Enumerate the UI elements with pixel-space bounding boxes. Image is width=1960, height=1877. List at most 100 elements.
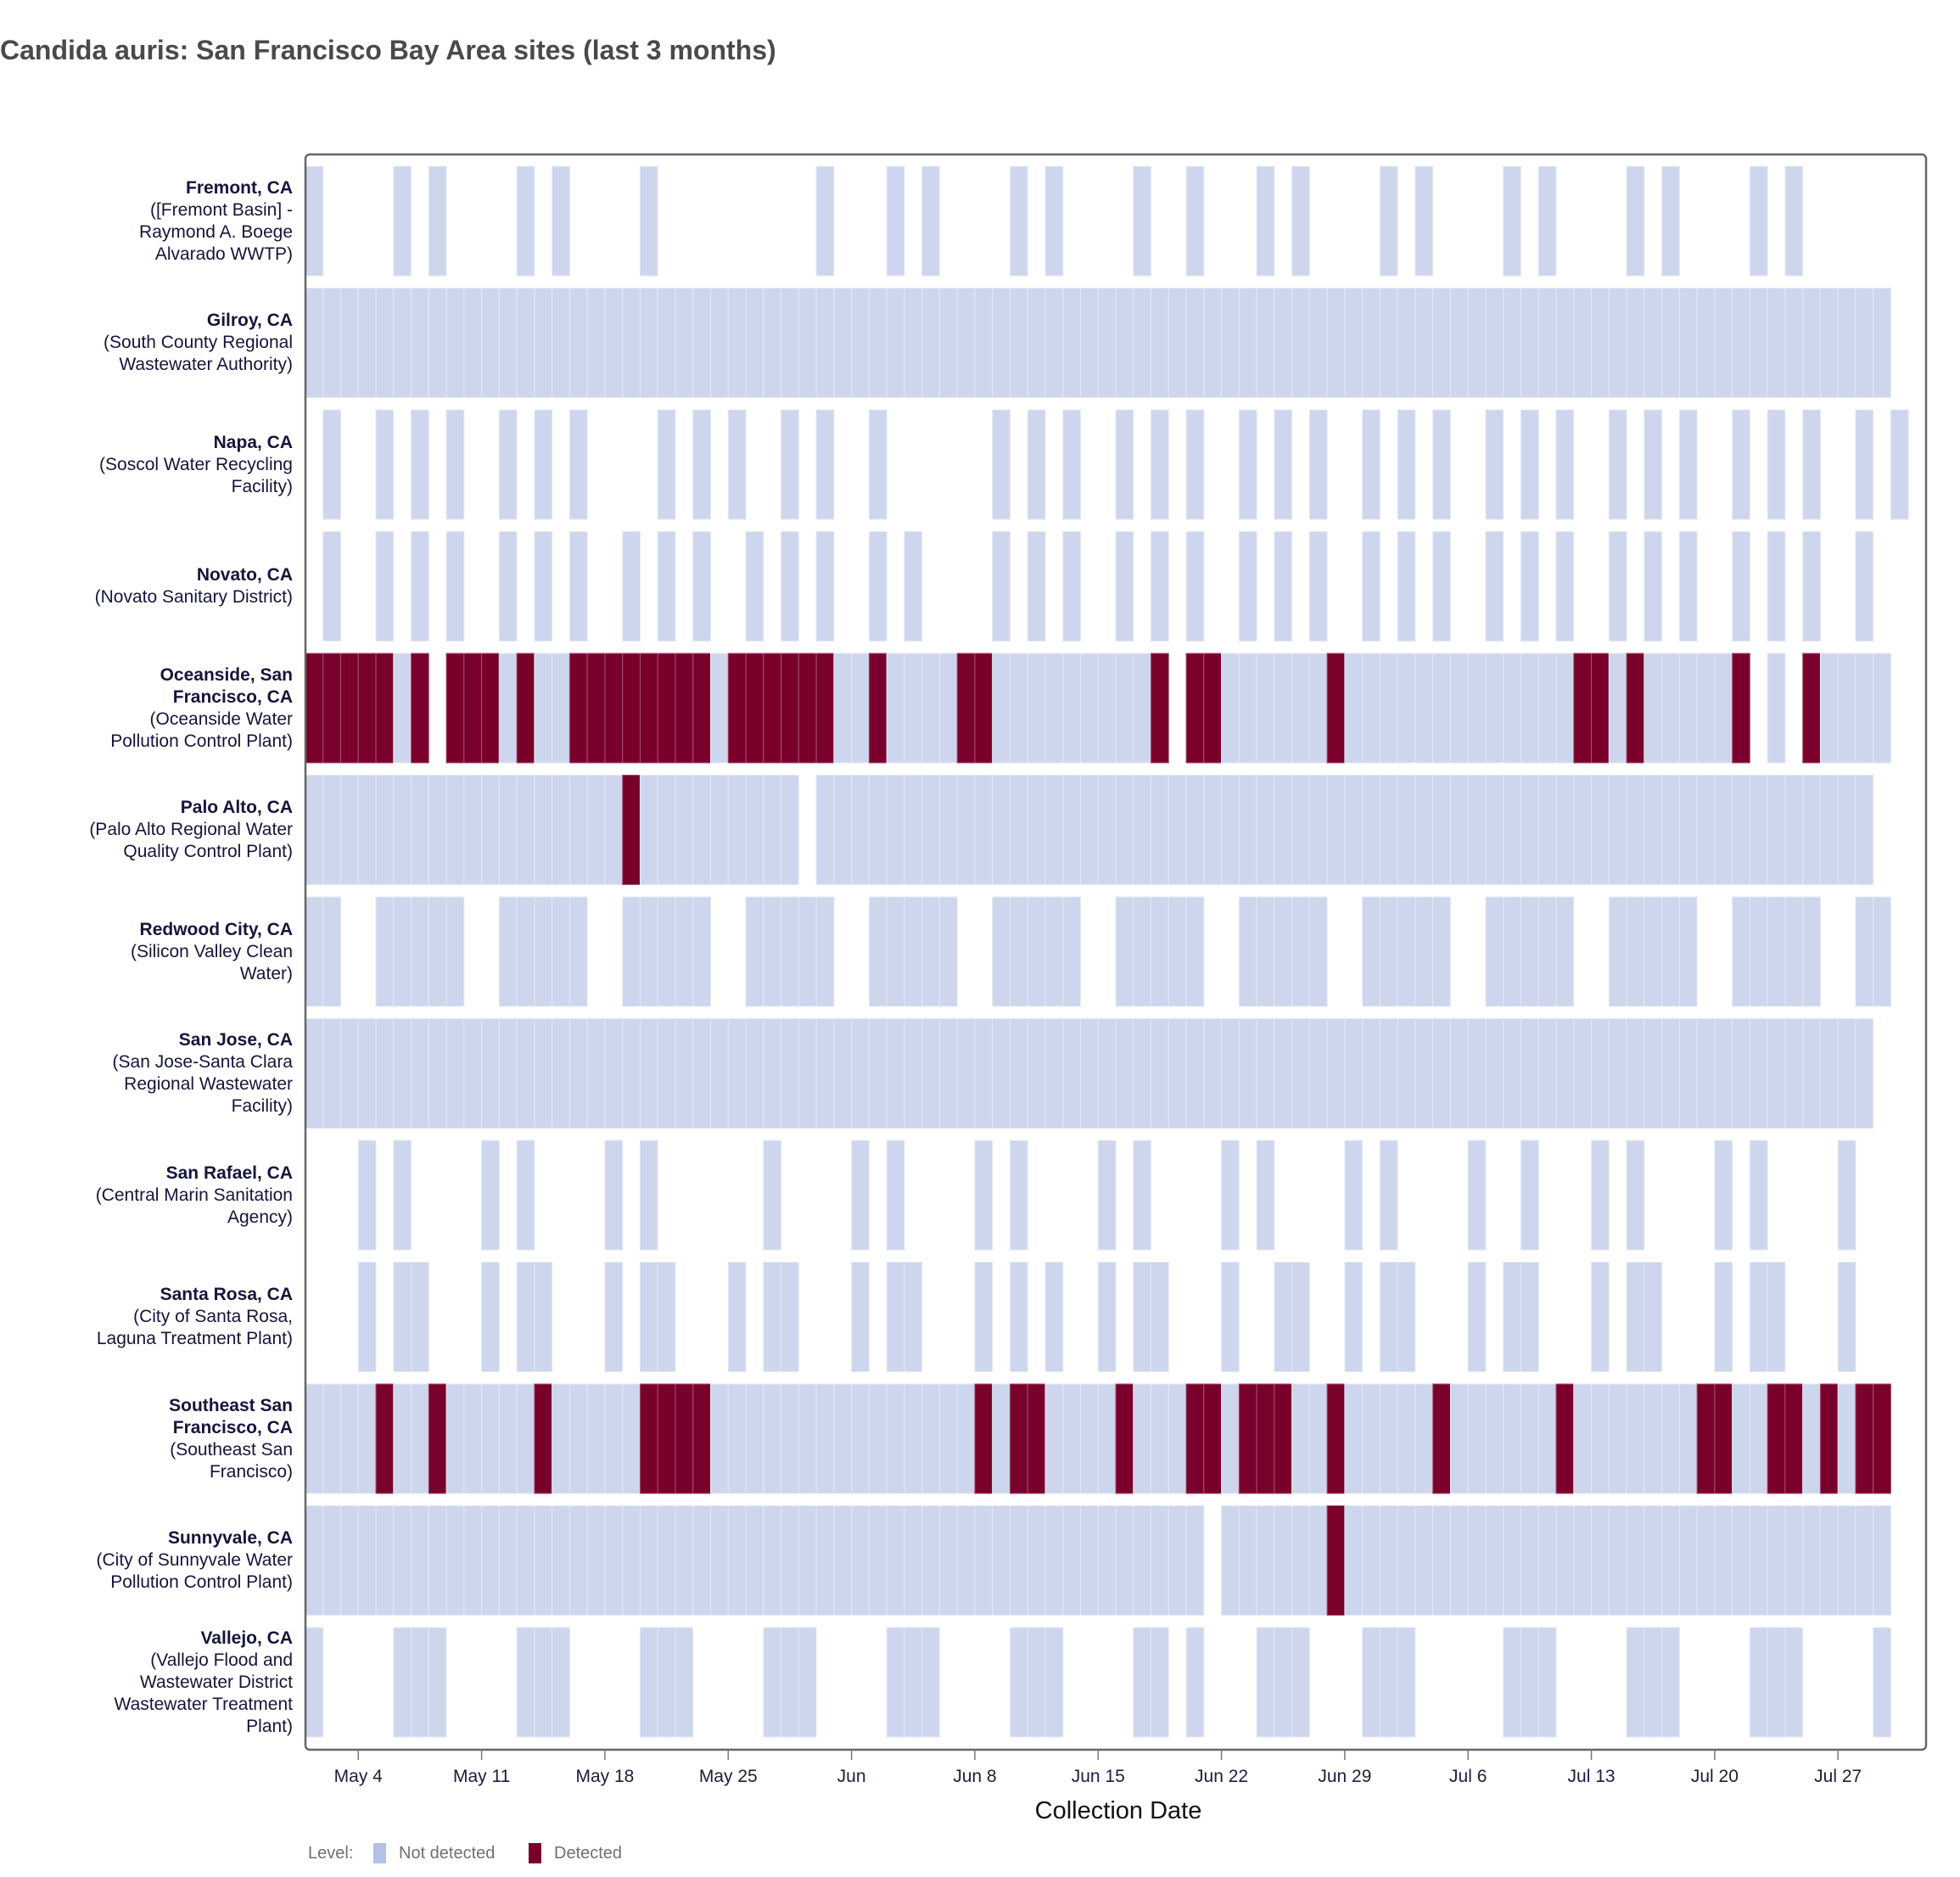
legend-label-detected[interactable]: Detected [554,1844,623,1863]
cell-not-detected [1802,1018,1821,1129]
cell-not-detected [357,1262,377,1372]
cell-not-detected [411,288,429,398]
cell-not-detected [1256,288,1275,398]
cell-not-detected [1661,1383,1680,1494]
cell-not-detected [1873,653,1891,764]
legend-label-not-detected[interactable]: Not detected [399,1844,496,1863]
site-name: Santa Rosa, CA [160,1285,293,1304]
cell-not-detected [1115,288,1134,398]
cell-not-detected [1555,409,1575,520]
cell-not-detected [1555,1505,1575,1616]
cell-not-detected [1009,775,1028,885]
cell-not-detected [1185,531,1205,642]
cell-detected [305,653,324,764]
cell-detected [745,653,764,764]
site-facility: (City of Santa Rosa, [133,1307,293,1326]
cell-not-detected [815,288,835,398]
cell-detected [1326,653,1346,764]
cell-not-detected [1626,288,1645,398]
site-row [357,1262,1856,1372]
cell-not-detected [1749,775,1768,885]
cell-not-detected [1291,165,1310,277]
cell-not-detected [992,409,1011,520]
cell-not-detected [622,1505,641,1616]
cell-not-detected [305,1627,324,1738]
cell-not-detected [921,1018,940,1129]
cell-not-detected [798,288,817,398]
site-label: Palo Alto, CA (Palo Alto Regional Water Qu… [0,797,293,863]
cell-not-detected [1591,1140,1610,1251]
cell-not-detected [1608,531,1627,642]
cell-detected [1274,1383,1293,1494]
cell-detected [1732,653,1750,764]
cell-not-detected [1291,1505,1310,1616]
x-tick-label: May 11 [453,1767,510,1786]
y-axis-labels: Fremont, CA ([Fremont Basin] - Raymond A. … [0,0,297,1877]
x-tick-label: Jun 8 [953,1767,996,1786]
cell-not-detected [1661,775,1680,885]
cell-not-detected [1626,1140,1645,1251]
cell-not-detected [1308,288,1328,398]
cell-not-detected [921,1627,940,1738]
cell-not-detected [1414,653,1434,764]
cell-not-detected [1397,409,1416,520]
cell-not-detected [498,409,518,520]
cell-not-detected [1520,1140,1539,1251]
x-tick-label: Jun [837,1767,866,1786]
cell-not-detected [1168,1505,1187,1616]
site-label: Napa, CA (Soscol Water Recycling Facility) [0,432,293,498]
cell-not-detected [763,1505,782,1616]
cell-not-detected [1503,1383,1521,1494]
cell-not-detected [552,775,570,885]
cell-not-detected [1079,1018,1099,1129]
cell-not-detected [692,409,711,520]
site-facility: Agency) [227,1207,293,1227]
cell-not-detected [1274,775,1293,885]
cell-not-detected [1062,653,1081,764]
cell-not-detected [340,775,359,885]
cell-not-detected [1379,1383,1398,1494]
cell-not-detected [1626,1262,1645,1372]
cell-detected [1326,1505,1346,1616]
cell-detected [1802,653,1821,764]
cell-not-detected [1520,775,1539,885]
cell-not-detected [675,1505,694,1616]
cell-not-detected [1133,1383,1152,1494]
cell-not-detected [1749,1018,1768,1129]
cell-not-detected [375,1505,395,1616]
cell-not-detected [815,1018,835,1129]
site-facility: Quality Control Plant) [123,842,293,861]
cell-not-detected [1027,1505,1046,1616]
cell-not-detected [568,1383,588,1494]
cell-not-detected [1432,1505,1451,1616]
cell-not-detected [886,1018,905,1129]
cell-not-detected [904,288,923,398]
cell-not-detected [692,896,711,1007]
cell-not-detected [868,775,888,885]
cell-not-detected [1151,1262,1169,1372]
cell-not-detected [974,1018,994,1129]
cell-not-detected [1520,1383,1539,1494]
cell-not-detected [1151,1505,1169,1616]
site-name: Fremont, CA [186,177,293,198]
cell-not-detected [516,165,535,277]
cell-not-detected [534,1262,553,1372]
cell-detected [1185,653,1205,764]
cell-not-detected [516,1627,535,1738]
cell-not-detected [1503,653,1521,764]
cell-not-detected [886,775,905,885]
cell-not-detected [411,775,429,885]
site-facility: Facility) [231,1096,293,1116]
cell-not-detected [1784,1018,1804,1129]
cell-not-detected [727,1383,747,1494]
cell-not-detected [1397,1262,1416,1372]
cell-not-detected [552,1018,570,1129]
cell-not-detected [1238,896,1257,1007]
cell-not-detected [938,288,958,398]
cell-not-detected [1308,531,1328,642]
cell-not-detected [1432,775,1451,885]
site-name: Napa, CA [213,432,293,452]
cell-detected [445,653,465,764]
cell-not-detected [1168,775,1187,885]
cell-not-detected [1379,288,1398,398]
